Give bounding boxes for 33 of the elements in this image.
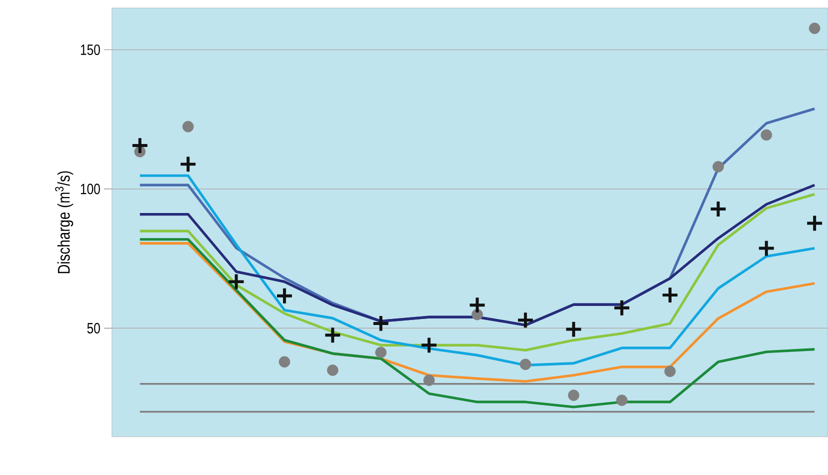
point [712,161,724,172]
point [616,394,628,406]
y-tick-label: 100 [80,184,100,194]
point [179,155,198,174]
y-tick-label: 150 [80,44,100,56]
line-series [138,184,816,327]
point [760,129,772,141]
point [664,366,676,378]
y-axis-title: Discharge (m$^{3}$/s) [55,171,74,274]
point [326,364,338,376]
point [423,374,435,386]
point [806,214,824,232]
y-tick-label: 50 [87,323,100,334]
point [227,272,246,291]
point [324,326,342,344]
point [757,239,776,258]
point [372,314,390,333]
point [375,346,387,358]
point [709,200,728,218]
point [420,336,438,354]
point [276,287,294,305]
point [182,121,194,132]
point [130,136,149,155]
line-series [138,238,816,408]
point [468,296,486,314]
point [520,358,532,370]
point [564,320,583,338]
point [808,22,820,34]
point [612,299,631,317]
point [568,390,580,402]
point [278,356,290,368]
point [516,311,534,330]
point [661,286,679,304]
